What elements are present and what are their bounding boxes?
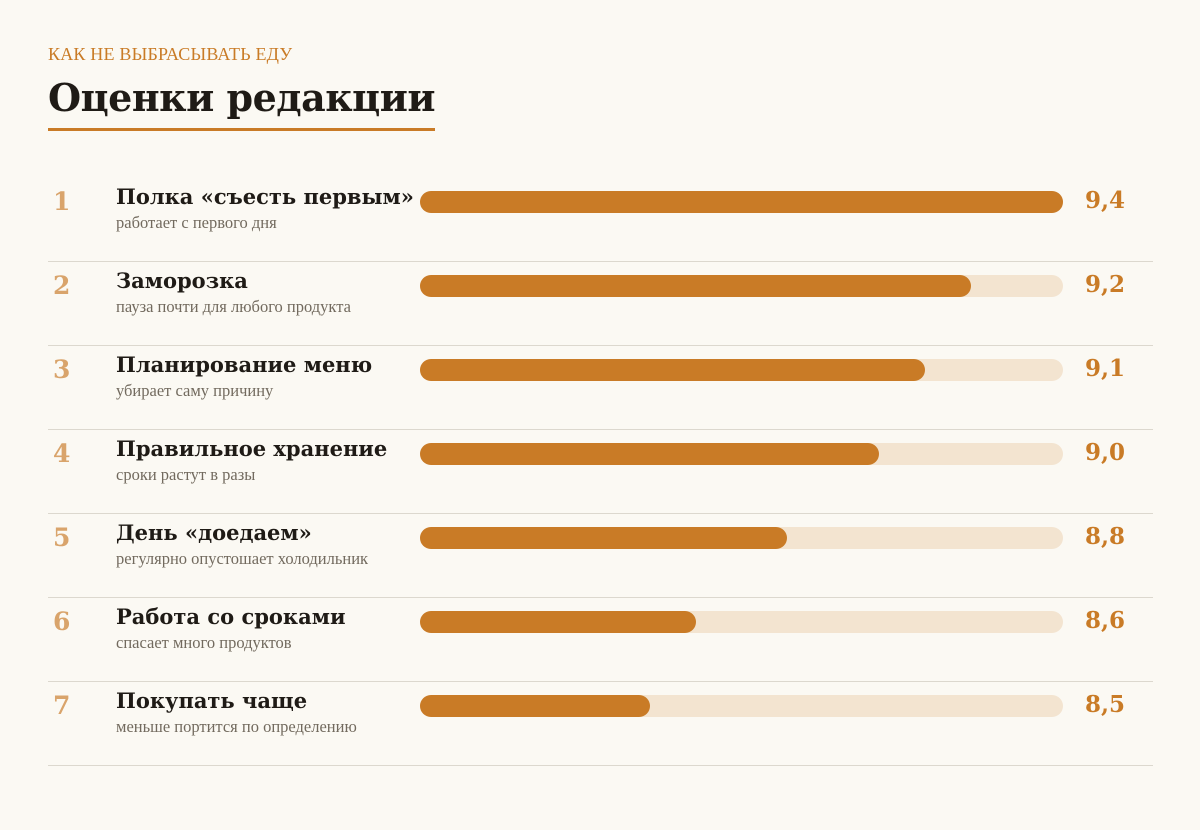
bar-fill: [420, 443, 879, 465]
rank-number: 5: [53, 523, 71, 552]
score-label: 8,6: [1085, 607, 1126, 634]
rating-row: 2 Заморозка пауза почти для любого проду…: [48, 261, 1153, 346]
score-label: 9,4: [1085, 187, 1126, 214]
score-label: 9,2: [1085, 271, 1126, 298]
score-label: 8,5: [1085, 691, 1126, 718]
rank-number: 3: [53, 355, 71, 384]
item-label: Планирование меню: [116, 352, 373, 377]
bar-fill: [420, 611, 696, 633]
item-subtitle: пауза почти для любого продукта: [116, 297, 351, 316]
rating-row: 4 Правильное хранение сроки растут в раз…: [48, 429, 1153, 514]
bar-fill: [420, 527, 787, 549]
rank-number: 7: [53, 691, 71, 720]
item-subtitle: регулярно опустошает холодильник: [116, 549, 369, 568]
item-subtitle: сроки растут в разы: [116, 465, 256, 484]
rank-number: 6: [53, 607, 71, 636]
bar-track: [420, 527, 1063, 549]
score-label: 9,0: [1085, 439, 1126, 466]
rating-row: 6 Работа со сроками спасает много продук…: [48, 597, 1153, 682]
item-label: Работа со сроками: [116, 604, 346, 629]
bar-track: [420, 275, 1063, 297]
kicker: КАК НЕ ВЫБРАСЫВАТЬ ЕДУ: [48, 44, 293, 64]
rank-number: 1: [53, 187, 71, 216]
item-subtitle: работает с первого дня: [116, 213, 277, 232]
item-subtitle: меньше портится по определению: [116, 717, 357, 736]
rating-row: 3 Планирование меню убирает саму причину…: [48, 345, 1153, 430]
item-label: Покупать чаще: [116, 688, 308, 713]
rating-row: 7 Покупать чаще меньше портится по опред…: [48, 681, 1153, 766]
bar-fill: [420, 191, 1063, 213]
score-label: 9,1: [1085, 355, 1126, 382]
bar-fill: [420, 359, 925, 381]
rating-row: 1 Полка «съесть первым» работает с перво…: [48, 177, 1153, 262]
rank-number: 4: [53, 439, 71, 468]
score-label: 8,8: [1085, 523, 1126, 550]
item-subtitle: убирает саму причину: [116, 381, 274, 400]
item-subtitle: спасает много продуктов: [116, 633, 292, 652]
bar-track: [420, 611, 1063, 633]
bar-fill: [420, 695, 650, 717]
bar-track: [420, 695, 1063, 717]
item-label: День «доедаем»: [116, 520, 312, 545]
rating-row: 5 День «доедаем» регулярно опустошает хо…: [48, 513, 1153, 598]
item-label: Правильное хранение: [116, 436, 388, 461]
item-label: Заморозка: [116, 268, 248, 293]
rank-number: 2: [53, 271, 71, 300]
bar-track: [420, 443, 1063, 465]
bar-fill: [420, 275, 971, 297]
bar-track: [420, 191, 1063, 213]
item-label: Полка «съесть первым»: [116, 184, 414, 209]
page-title: Оценки редакции: [48, 74, 436, 131]
bar-track: [420, 359, 1063, 381]
